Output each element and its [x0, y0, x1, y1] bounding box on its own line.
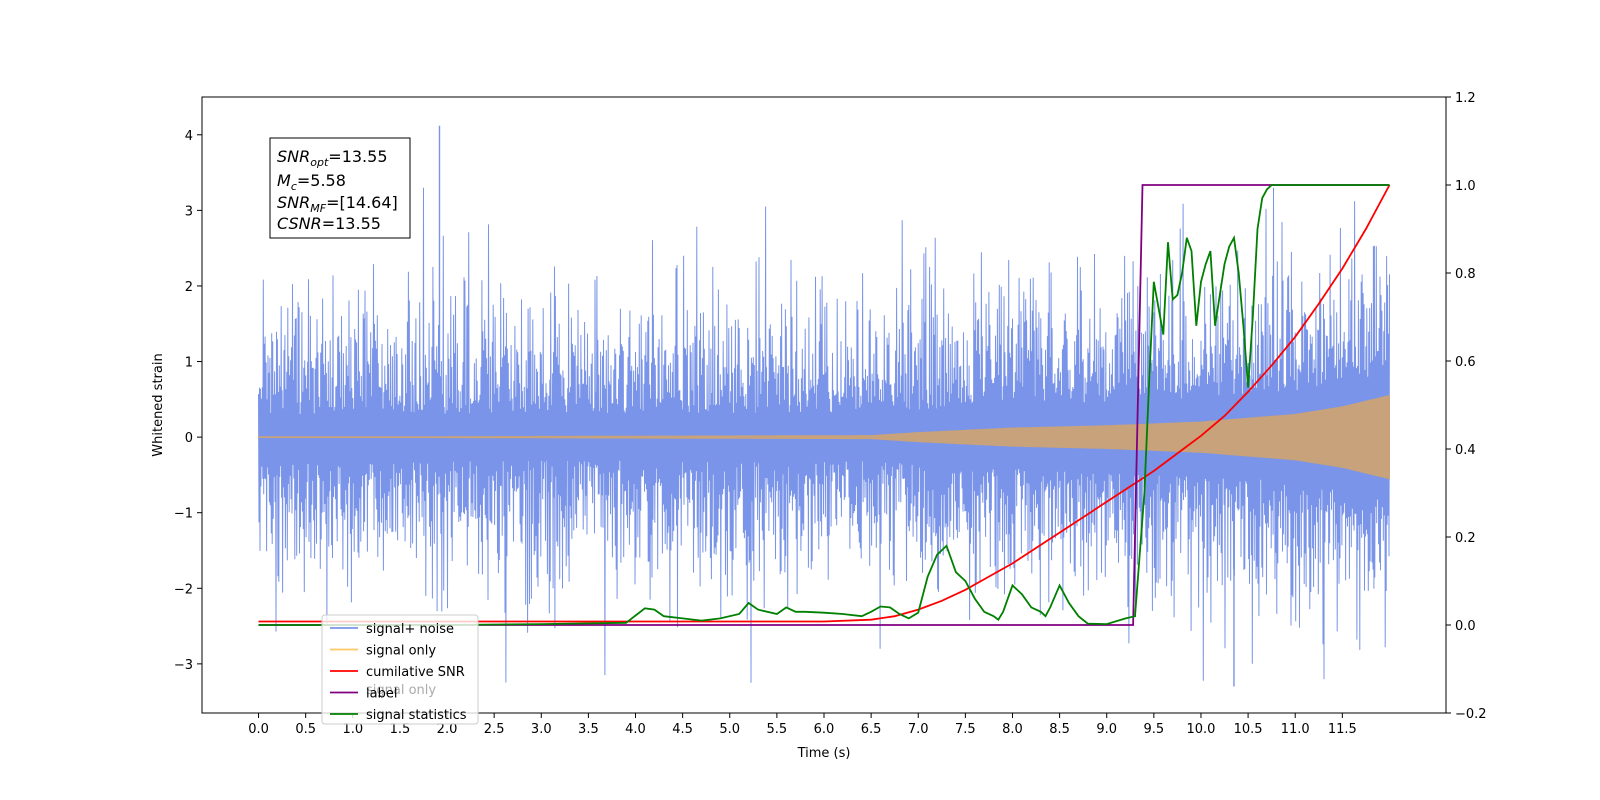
series-signal-statistics	[258, 184, 1390, 626]
y2-tick-label: 0.4	[1455, 443, 1476, 458]
y2-tick-label: 0.2	[1455, 531, 1476, 546]
annotation-csnr: CSNR=13.55	[277, 214, 381, 233]
x-tick-label: 5.0	[719, 722, 740, 737]
legend-frame	[321, 614, 479, 725]
x-tick-label: 9.0	[1096, 722, 1117, 737]
y-tick-label: −1	[174, 507, 193, 522]
x-tick-label: 6.5	[861, 722, 882, 737]
y-tick-label: 4	[185, 129, 193, 144]
legend-entry: signal statistics	[366, 708, 467, 723]
y2-tick-label: 0.6	[1455, 355, 1476, 370]
legend: signal only signal+ noise signal only cumi…	[321, 614, 479, 725]
x-tick-label: 11.5	[1328, 722, 1357, 737]
x-tick-label: 9.5	[1144, 722, 1165, 737]
x-tick-label: 7.0	[908, 722, 929, 737]
series-label	[258, 184, 1390, 626]
x-tick-label: 3.0	[531, 722, 552, 737]
x-tick-label: 2.0	[437, 722, 458, 737]
x-tick-label: 7.5	[955, 722, 976, 737]
legend-entry: label	[366, 687, 397, 702]
annotation-snr-mf: SNRMF=[14.64]	[277, 193, 398, 215]
y-axis-label: Whitened strain	[151, 353, 166, 456]
x-tick-label: 3.5	[578, 722, 599, 737]
x-tick-label: 0.0	[248, 722, 269, 737]
series-signal-only	[258, 394, 1390, 480]
x-tick-label: 10.5	[1234, 722, 1263, 737]
x-tick-label: 6.0	[814, 722, 835, 737]
annotation-mc: Mc=5.58	[277, 171, 346, 193]
x-tick-label: 4.0	[625, 722, 646, 737]
x-tick-label: 8.0	[1002, 722, 1023, 737]
y2-tick-label: 0.8	[1455, 267, 1476, 282]
axes: 0.0 0.5 1.0 1.5 2.0 2.5 3.0 3.5 4.0 4.5 5.0 5.5 6.0 6…	[174, 91, 1487, 737]
x-tick-label: 2.5	[484, 722, 505, 737]
series-cumulative-snr	[258, 184, 1391, 623]
y2-tick-label: 1.0	[1455, 179, 1476, 194]
x-tick-label: 0.5	[295, 722, 316, 737]
x-tick-label: 4.5	[672, 722, 693, 737]
plot-area	[258, 125, 1391, 687]
x-tick-label: 11.0	[1281, 722, 1310, 737]
y-tick-label: 0	[185, 431, 193, 446]
legend-entry: signal+ noise	[366, 622, 454, 637]
x-tick-label: 1.0	[342, 722, 363, 737]
y2-tick-label: 0.0	[1455, 619, 1476, 634]
x-tick-label: 5.5	[767, 722, 788, 737]
y-tick-label: 3	[185, 204, 193, 219]
y-tick-label: 2	[185, 280, 193, 295]
x-axis-label: Time (s)	[797, 746, 851, 761]
y-tick-label: 1	[185, 356, 193, 371]
y2-tick-label: −0.2	[1455, 707, 1487, 722]
y2-tick-label: 1.2	[1455, 91, 1476, 106]
legend-entry: cumilative SNR	[366, 665, 465, 680]
series-signal-noise	[258, 187, 1390, 683]
annotation-snr-opt: SNRopt=13.55	[277, 147, 388, 169]
annotation-box: SNRopt=13.55 Mc=5.58 SNRMF=[14.64] CSNR=…	[269, 137, 411, 239]
x-tick-label: 10.0	[1186, 722, 1215, 737]
x-tick-label: 8.5	[1049, 722, 1070, 737]
x-tick-label: 1.5	[390, 722, 411, 737]
y-tick-label: −2	[174, 582, 193, 597]
y-tick-label: −3	[174, 658, 193, 673]
legend-overlap-text: signal only	[366, 683, 436, 698]
legend-entry: signal only	[366, 644, 436, 659]
